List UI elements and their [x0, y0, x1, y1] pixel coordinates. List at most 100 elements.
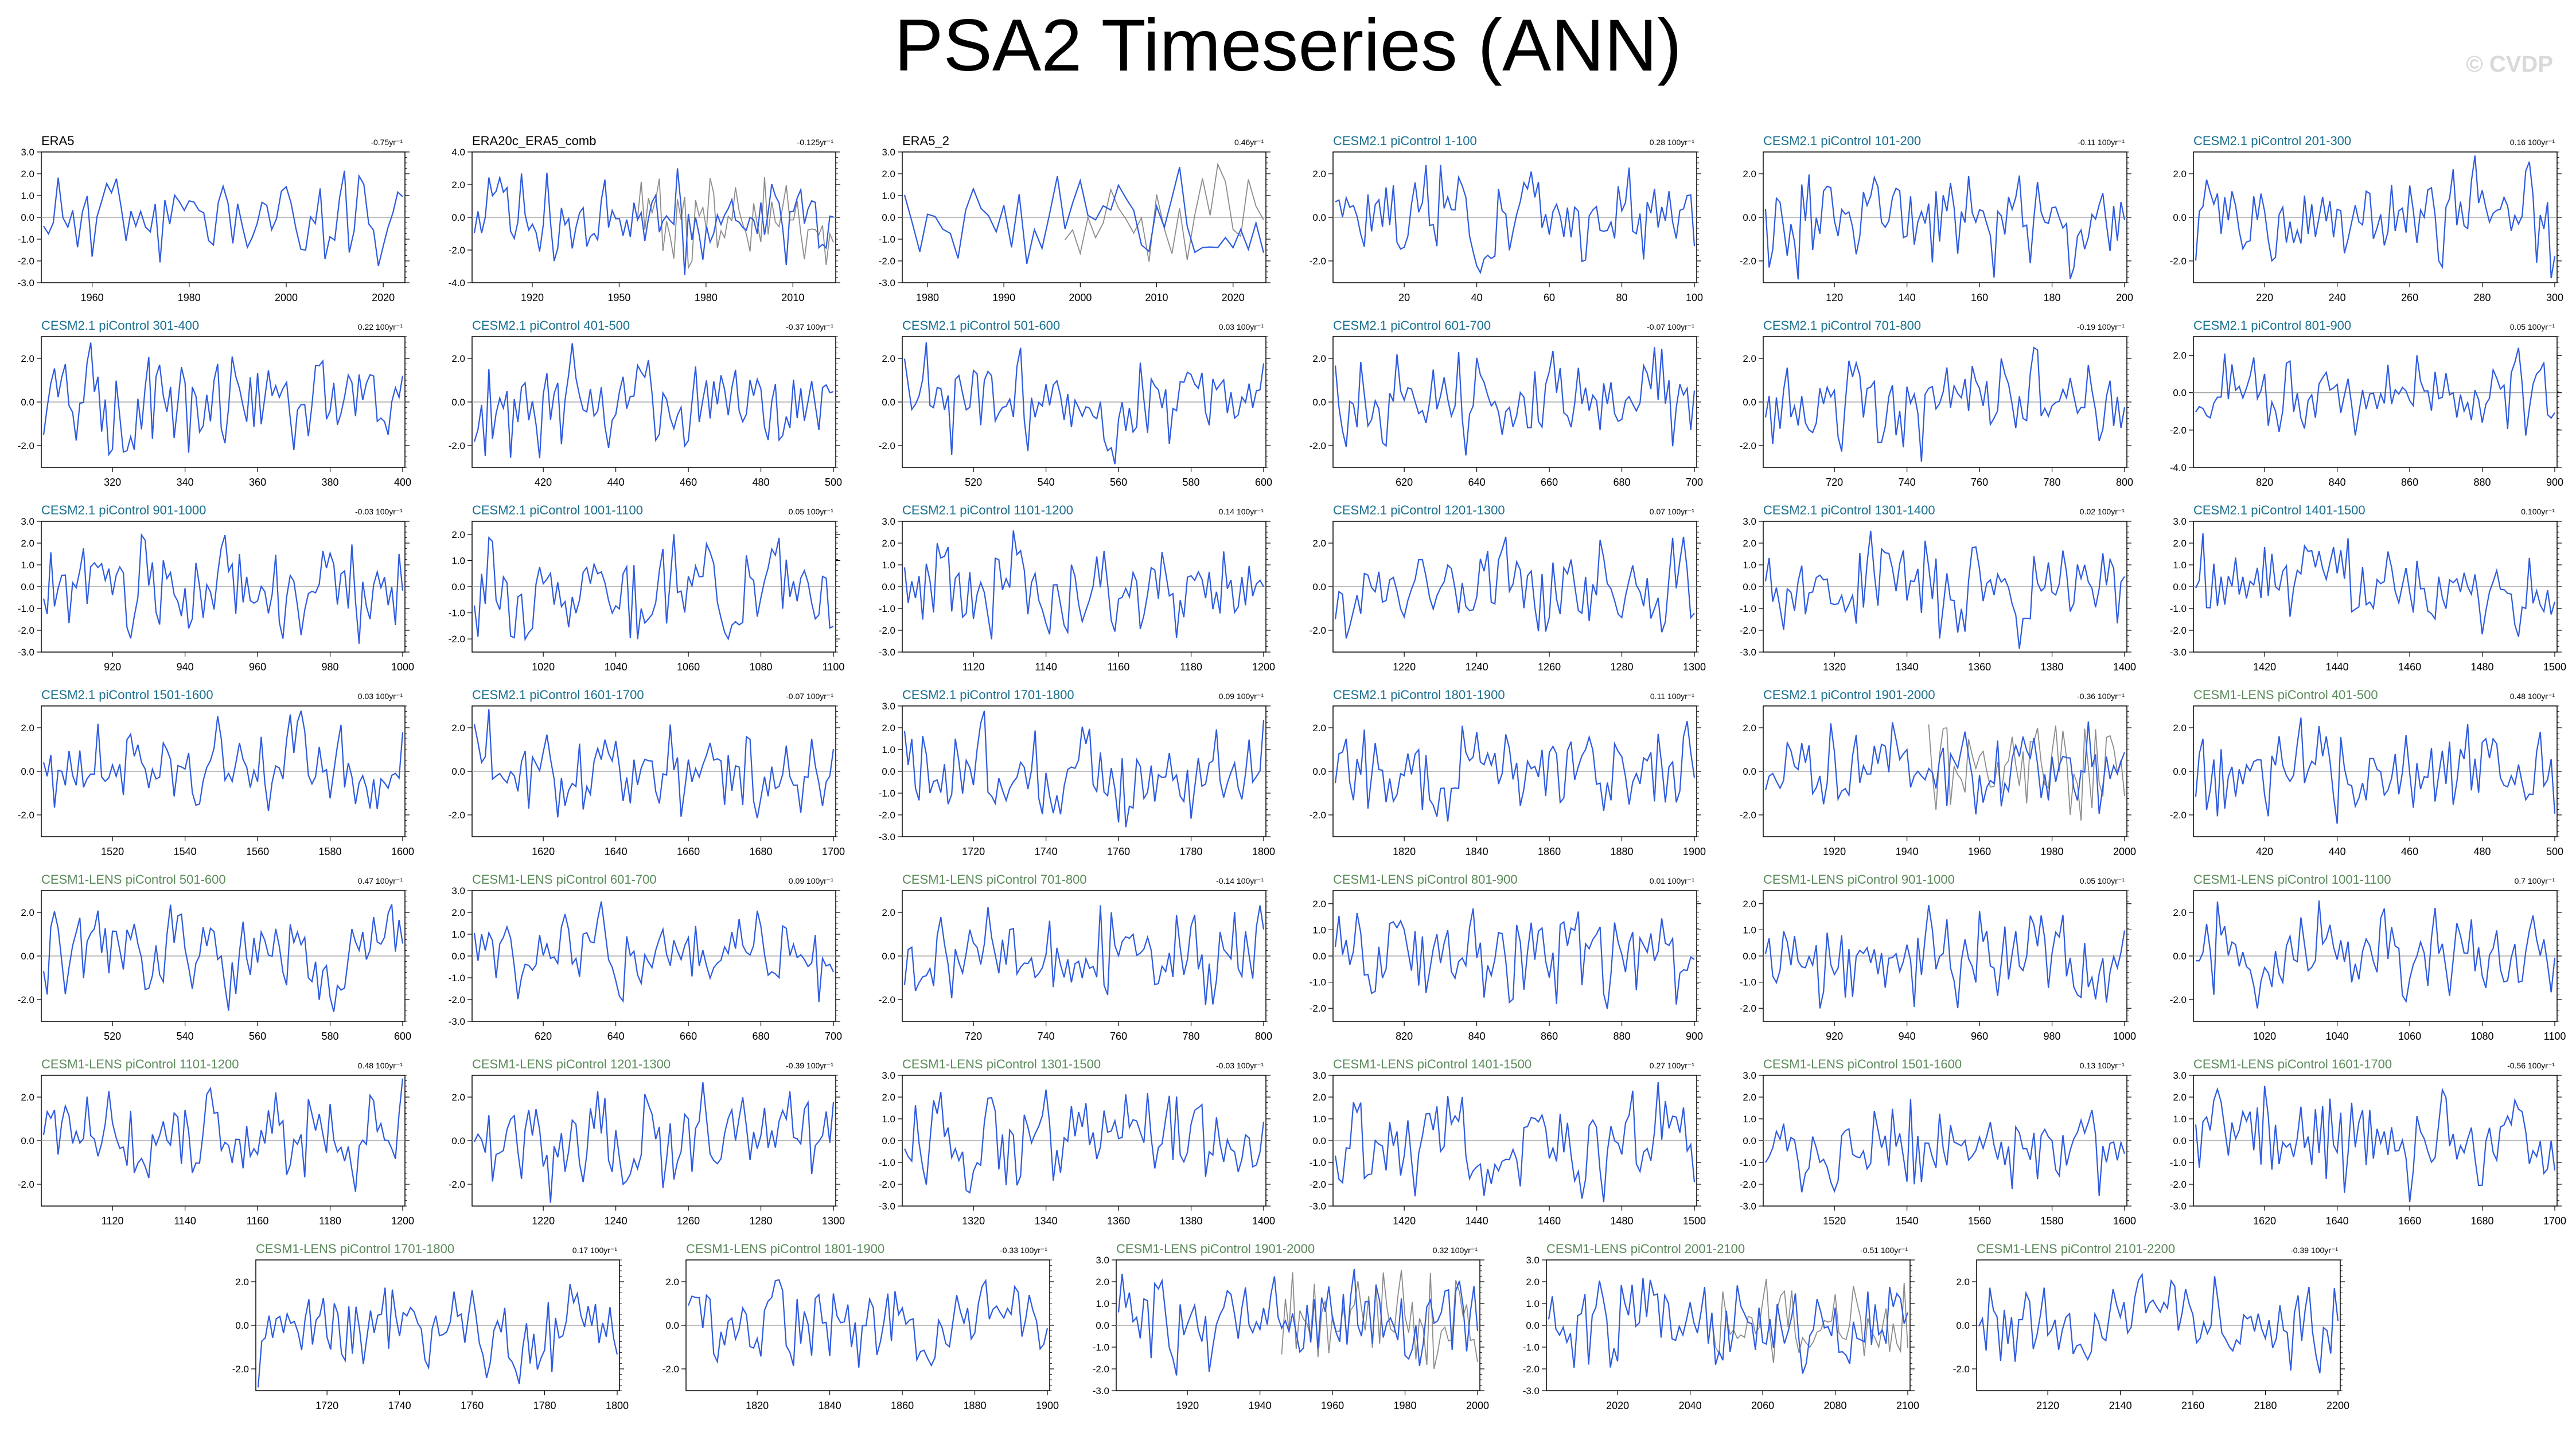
- timeseries-panel: CESM2.1 piControl 1701-1800 0.09 100yr⁻¹ 3…: [879, 688, 1275, 857]
- y-tick-label: 3.0: [882, 701, 895, 712]
- x-tick-label: 960: [1971, 1031, 1988, 1042]
- panel-trend-label: 0.22 100yr⁻¹: [358, 322, 403, 331]
- x-tick-label: 1000: [391, 661, 414, 673]
- x-tick-label: 840: [1468, 1031, 1486, 1042]
- series-line: [2195, 1086, 2556, 1203]
- x-tick-label: 1980: [916, 292, 939, 303]
- x-tick-label: 1340: [1035, 1215, 1058, 1227]
- panel-trend-label: 0.100yr⁻¹: [2521, 507, 2555, 516]
- panel-title: CESM2.1 piControl 201-300: [2193, 134, 2351, 148]
- x-tick-label: 680: [1614, 477, 1631, 488]
- x-tick-label: 780: [2044, 477, 2061, 488]
- y-tick-label: 2.0: [1312, 1092, 1326, 1103]
- series-line: [903, 711, 1265, 828]
- timeseries-panel: CESM2.1 piControl 1-100 0.28 100yr⁻¹ 2.0 0.…: [1310, 134, 1703, 303]
- timeseries-panel: CESM2.1 piControl 1001-1100 0.05 100yr⁻¹ 2…: [449, 503, 845, 673]
- timeseries-panel: CESM1-LENS piControl 1901-2000 0.32 100yr…: [1093, 1242, 1489, 1411]
- y-tick-label: -2.0: [18, 625, 34, 636]
- y-tick-label: 2.0: [451, 1092, 465, 1103]
- panel-title: CESM2.1 piControl 601-700: [1333, 318, 1491, 333]
- x-tick-label: 1950: [607, 292, 630, 303]
- x-tick-label: 740: [1899, 477, 1916, 488]
- x-tick-label: 480: [2474, 846, 2491, 857]
- x-tick-label: 220: [2256, 292, 2273, 303]
- timeseries-panel: ERA5_2 0.46yr⁻¹ 3.0 2.0 1.0 0.0 -1.0 -2.0 -3.0 19…: [879, 134, 1271, 303]
- timeseries-panel: CESM2.1 piControl 1201-1300 0.07 100yr⁻¹ 2…: [1310, 503, 1706, 673]
- timeseries-panel: CESM1-LENS piControl 1201-1300 -0.39 100y…: [449, 1057, 845, 1227]
- overlay-series-line: [637, 177, 834, 270]
- y-tick-label: 3.0: [2173, 1070, 2187, 1081]
- y-tick-label: 2.0: [2173, 907, 2187, 918]
- timeseries-panel: CESM1-LENS piControl 2001-2100 -0.51 100y…: [1523, 1242, 1919, 1411]
- x-tick-label: 1000: [2113, 1031, 2136, 1042]
- x-tick-label: 20: [1398, 292, 1410, 303]
- x-tick-label: 1900: [1683, 846, 1706, 857]
- x-tick-label: 1840: [1466, 846, 1488, 857]
- series-line: [42, 342, 404, 456]
- x-tick-label: 1780: [533, 1400, 556, 1411]
- panel-title: CESM1-LENS piControl 601-700: [472, 872, 657, 887]
- y-tick-label: 2.0: [882, 723, 895, 733]
- series-line: [1334, 1082, 1696, 1203]
- x-tick-label: 980: [2044, 1031, 2061, 1042]
- y-tick-label: 3.0: [1096, 1255, 1109, 1266]
- overlay-series-line: [1281, 1270, 1478, 1369]
- x-tick-label: 1680: [750, 846, 773, 857]
- x-tick-label: 520: [104, 1031, 121, 1042]
- y-tick-label: 0.0: [21, 951, 34, 962]
- panel-title: CESM2.1 piControl 401-500: [472, 318, 630, 333]
- y-tick-label: 2.0: [451, 723, 465, 733]
- x-tick-label: 140: [1899, 292, 1916, 303]
- y-tick-label: -2.0: [1310, 810, 1326, 821]
- x-tick-label: 1820: [746, 1400, 769, 1411]
- y-tick-label: 1.0: [882, 560, 895, 571]
- panel-trend-label: 0.01 100yr⁻¹: [1650, 876, 1695, 885]
- series-line: [1765, 1099, 2126, 1196]
- y-tick-label: 1.0: [21, 560, 34, 571]
- y-tick-label: -2.0: [449, 994, 465, 1005]
- y-tick-label: 3.0: [21, 516, 34, 527]
- timeseries-panel: CESM1-LENS piControl 401-500 0.48 100yr⁻¹…: [2170, 688, 2563, 857]
- y-tick-label: -2.0: [1740, 1003, 1756, 1014]
- x-tick-label: 1220: [1393, 661, 1416, 673]
- x-tick-label: 1360: [1968, 661, 1991, 673]
- panel-trend-label: 0.48 100yr⁻¹: [358, 1061, 403, 1070]
- timeseries-panel: CESM1-LENS piControl 501-600 0.47 100yr⁻¹…: [18, 872, 411, 1042]
- y-tick-label: 0.0: [451, 1135, 465, 1146]
- y-tick-label: 0.0: [451, 766, 465, 777]
- y-tick-label: -2.0: [232, 1364, 249, 1375]
- y-tick-label: 3.0: [1743, 516, 1756, 527]
- y-tick-label: -2.0: [449, 440, 465, 451]
- x-tick-label: 1480: [2471, 661, 2494, 673]
- x-tick-label: 320: [104, 477, 121, 488]
- series-line: [2195, 348, 2555, 436]
- x-tick-label: 360: [249, 477, 266, 488]
- x-tick-label: 2000: [2113, 846, 2136, 857]
- y-tick-label: -1.0: [879, 788, 895, 799]
- x-tick-label: 1100: [2544, 1031, 2566, 1042]
- y-tick-label: 1.0: [1743, 1114, 1756, 1125]
- y-tick-label: 0.0: [21, 397, 34, 408]
- x-tick-label: 420: [535, 477, 552, 488]
- x-tick-label: 1560: [1968, 1215, 1991, 1227]
- y-tick-label: 2.0: [1743, 538, 1756, 549]
- timeseries-panel: CESM2.1 piControl 1501-1600 0.03 100yr⁻¹ 2…: [18, 688, 414, 857]
- x-tick-label: 2020: [1222, 292, 1245, 303]
- y-tick-label: 0.0: [1096, 1320, 1109, 1331]
- x-tick-label: 1120: [962, 661, 985, 673]
- x-tick-label: 1220: [532, 1215, 555, 1227]
- y-tick-label: 0.0: [1312, 766, 1326, 777]
- x-tick-label: 660: [680, 1031, 697, 1042]
- x-tick-label: 460: [2401, 846, 2418, 857]
- x-tick-label: 40: [1471, 292, 1483, 303]
- panel-trend-label: 0.03 100yr⁻¹: [358, 692, 403, 701]
- panel-trend-label: 0.32 100yr⁻¹: [1433, 1246, 1478, 1255]
- panel-title: CESM1-LENS piControl 801-900: [1333, 872, 1518, 887]
- y-tick-label: 0.0: [1743, 766, 1756, 777]
- x-tick-label: 700: [1686, 477, 1703, 488]
- y-tick-label: -1.0: [18, 603, 34, 614]
- x-tick-label: 1900: [1036, 1400, 1059, 1411]
- timeseries-panel: CESM1-LENS piControl 1101-1200 0.48 100yr…: [18, 1057, 414, 1227]
- x-tick-label: 1580: [2041, 1215, 2064, 1227]
- panel-trend-label: 0.09 100yr⁻¹: [1219, 692, 1264, 701]
